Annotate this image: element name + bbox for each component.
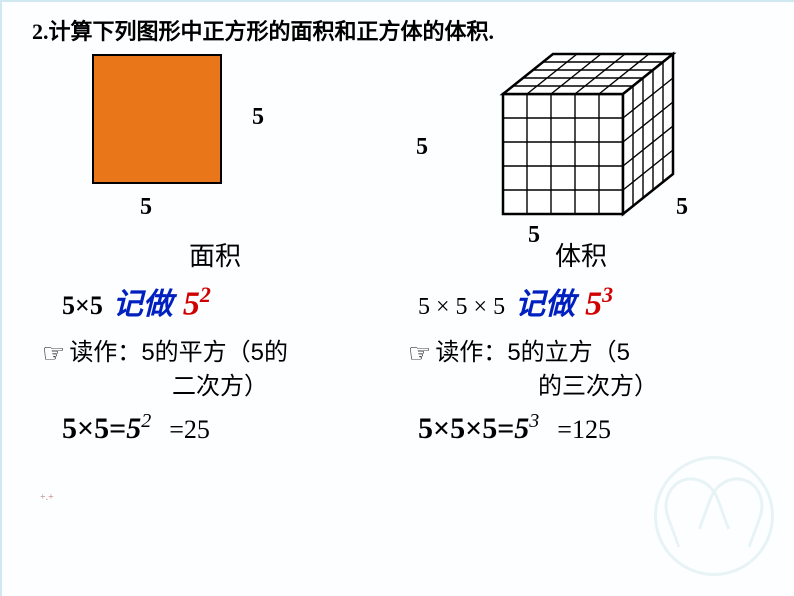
five-squared: 52 [183, 282, 211, 323]
notation-left: 5×5 记做 52 [32, 279, 408, 323]
reading-left: ☞读作：5的平方（5的 二次方） [32, 337, 398, 402]
tiny-mark: +.+ [40, 492, 54, 503]
notation-row: 5×5 记做 52 5 × 5 × 5 记做 53 [32, 279, 764, 323]
square-shape [92, 54, 222, 184]
cube-column: 5 5 5 体积 [398, 54, 764, 273]
eq-left-full: 5×5=52 [62, 410, 151, 446]
read-prefix-l: 读作： [69, 339, 141, 366]
square-figure: 5 5 [32, 54, 398, 234]
read-right-2: 的三次方） [538, 373, 658, 400]
square-caption: 面积 [32, 236, 398, 273]
square-column: 5 5 面积 [32, 54, 398, 273]
jizuo-left: 记做 [113, 279, 173, 323]
eq-right-result: =125 [557, 415, 611, 445]
equation-left: 5×5=52 =25 [32, 410, 408, 446]
read-left-2: 二次方） [172, 373, 268, 400]
eq-right-full: 5×5×5=53 [418, 410, 539, 446]
notation-right: 5 × 5 × 5 记做 53 [408, 279, 764, 323]
equation-row: 5×5=52 =25 5×5×5=53 =125 [32, 410, 764, 446]
read-left-1: 5的平方（5的 [141, 339, 288, 366]
cube-figure: 5 5 5 [398, 54, 764, 234]
hand-icon: ☞ [42, 338, 65, 368]
slide-content: 2.计算下列图形中正方形的面积和正方体的体积. 5 5 面积 [2, 2, 794, 456]
figures-row: 5 5 面积 [32, 54, 764, 273]
cube-label-bottom: 5 [528, 222, 540, 249]
read-prefix-r: 读作： [435, 339, 507, 366]
eq-left-result: =25 [169, 415, 210, 445]
reading-right: ☞读作：5的立方（5 的三次方） [398, 337, 764, 402]
cube-label-left: 5 [416, 134, 428, 161]
cube-svg [443, 34, 683, 244]
cube-label-right: 5 [676, 194, 688, 221]
five-cubed: 53 [585, 282, 613, 323]
mult-5x5x5: 5 × 5 × 5 [418, 294, 505, 321]
hand-icon-r: ☞ [408, 338, 431, 368]
square-side-bottom: 5 [140, 194, 152, 221]
equation-right: 5×5×5=53 =125 [408, 410, 764, 446]
reading-row: ☞读作：5的平方（5的 二次方） ☞读作：5的立方（5 的三次方） [32, 337, 764, 402]
square-side-right: 5 [252, 104, 264, 131]
read-right-1: 5的立方（5 [507, 339, 630, 366]
mult-5x5: 5×5 [62, 291, 103, 321]
watermark-icon [654, 456, 774, 576]
jizuo-right: 记做 [515, 279, 575, 323]
